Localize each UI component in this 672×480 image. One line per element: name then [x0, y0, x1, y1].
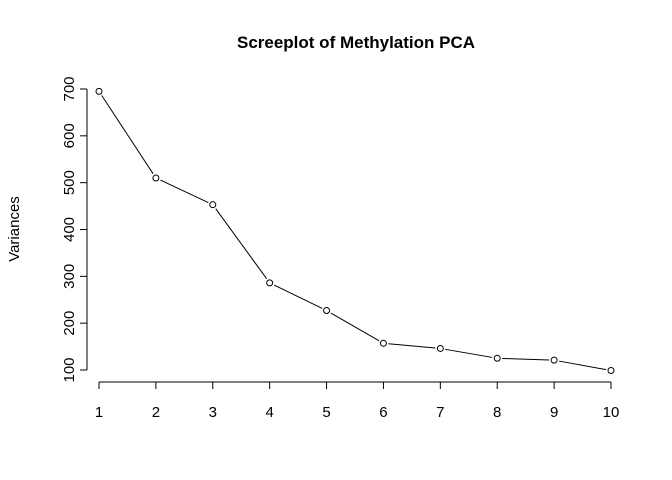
y-tick-label: 300 — [61, 264, 78, 289]
series-line-segment — [502, 357, 550, 361]
x-tick-label: 2 — [152, 404, 160, 421]
data-point — [436, 344, 444, 352]
series-line-segment — [330, 312, 380, 342]
y-tick-label: 700 — [61, 76, 78, 101]
x-tick-label: 4 — [265, 404, 273, 421]
data-point — [266, 279, 274, 287]
y-axis-label: Variances — [6, 196, 23, 262]
data-point — [493, 354, 501, 362]
series-line-segment — [273, 284, 323, 309]
x-tick-label: 9 — [550, 404, 558, 421]
series-line-segment — [101, 95, 154, 175]
data-point — [379, 339, 387, 347]
data-point — [550, 356, 558, 364]
y-tick-label: 200 — [61, 311, 78, 336]
series-line-segment — [160, 179, 209, 204]
y-tick-label: 400 — [61, 217, 78, 242]
data-point — [607, 366, 615, 374]
data-point — [209, 201, 217, 209]
data-point — [152, 174, 160, 182]
variance-series — [95, 87, 615, 374]
series-line-segment — [388, 343, 436, 349]
series-line-segment — [558, 360, 607, 371]
y-tick-label: 100 — [61, 357, 78, 382]
chart-title: Screeplot of Methylation PCA — [237, 33, 475, 52]
x-axis: 1 2 3 4 5 6 7 8 9 10 — [95, 381, 620, 421]
series-line-segment — [445, 348, 493, 358]
data-point — [323, 307, 331, 315]
y-tick-label: 500 — [61, 170, 78, 195]
y-axis: 100 200 300 400 500 600 700 — [61, 76, 88, 383]
y-tick-label: 600 — [61, 123, 78, 148]
x-tick-label: 3 — [209, 404, 217, 421]
x-tick-label: 6 — [379, 404, 387, 421]
x-tick-label: 8 — [493, 404, 501, 421]
x-tick-label: 7 — [436, 404, 444, 421]
series-line-segment — [215, 208, 268, 280]
x-tick-label: 5 — [322, 404, 330, 421]
data-point — [95, 87, 103, 95]
x-tick-label: 10 — [603, 404, 620, 421]
x-tick-label: 1 — [95, 404, 103, 421]
